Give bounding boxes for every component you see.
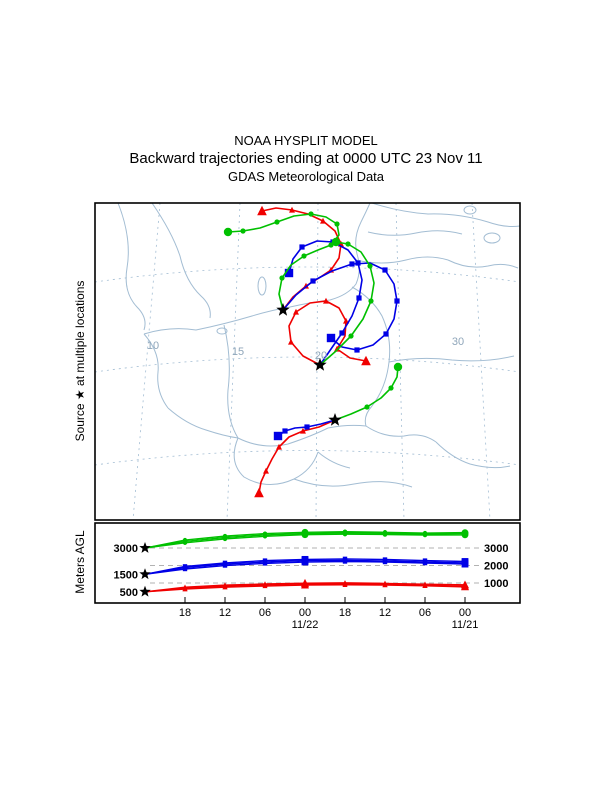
- panel-frames: [94, 202, 521, 604]
- svg-text:12: 12: [219, 607, 231, 619]
- svg-text:10: 10: [147, 340, 159, 352]
- svg-text:500: 500: [120, 587, 138, 599]
- map-source-stars: [276, 303, 342, 426]
- map-longitude-labels: 10 15 20 30: [147, 336, 464, 362]
- svg-text:11/22: 11/22: [292, 619, 319, 631]
- plot-title: Backward trajectories ending at 0000 UTC…: [129, 150, 483, 167]
- map-graticule: [95, 203, 520, 520]
- map-trajectories: [223, 205, 403, 498]
- profile-trajectory-lines: [144, 528, 469, 593]
- svg-text:00: 00: [459, 607, 471, 619]
- svg-text:2000: 2000: [484, 561, 508, 573]
- svg-text:20: 20: [315, 350, 327, 362]
- title-block: NOAA HYSPLIT MODEL Backward trajectories…: [0, 133, 612, 185]
- svg-text:1000: 1000: [484, 578, 508, 590]
- svg-text:3000: 3000: [484, 543, 508, 555]
- svg-text:12: 12: [379, 607, 391, 619]
- svg-text:11/21: 11/21: [452, 619, 479, 631]
- svg-text:1500: 1500: [114, 569, 138, 581]
- svg-text:15: 15: [232, 346, 244, 358]
- svg-text:06: 06: [259, 607, 271, 619]
- svg-text:3000: 3000: [114, 543, 138, 555]
- svg-text:18: 18: [339, 607, 351, 619]
- map-frame: [94, 202, 521, 521]
- model-title: NOAA HYSPLIT MODEL: [234, 133, 378, 148]
- map-coastlines: [117, 203, 520, 488]
- svg-text:06: 06: [419, 607, 431, 619]
- svg-text:00: 00: [299, 607, 311, 619]
- profile-frame: [94, 522, 521, 604]
- svg-text:30: 30: [452, 336, 464, 348]
- svg-text:18: 18: [179, 607, 191, 619]
- meteorology-subtitle: GDAS Meteorological Data: [227, 169, 385, 184]
- profile-source-stars: [139, 542, 151, 597]
